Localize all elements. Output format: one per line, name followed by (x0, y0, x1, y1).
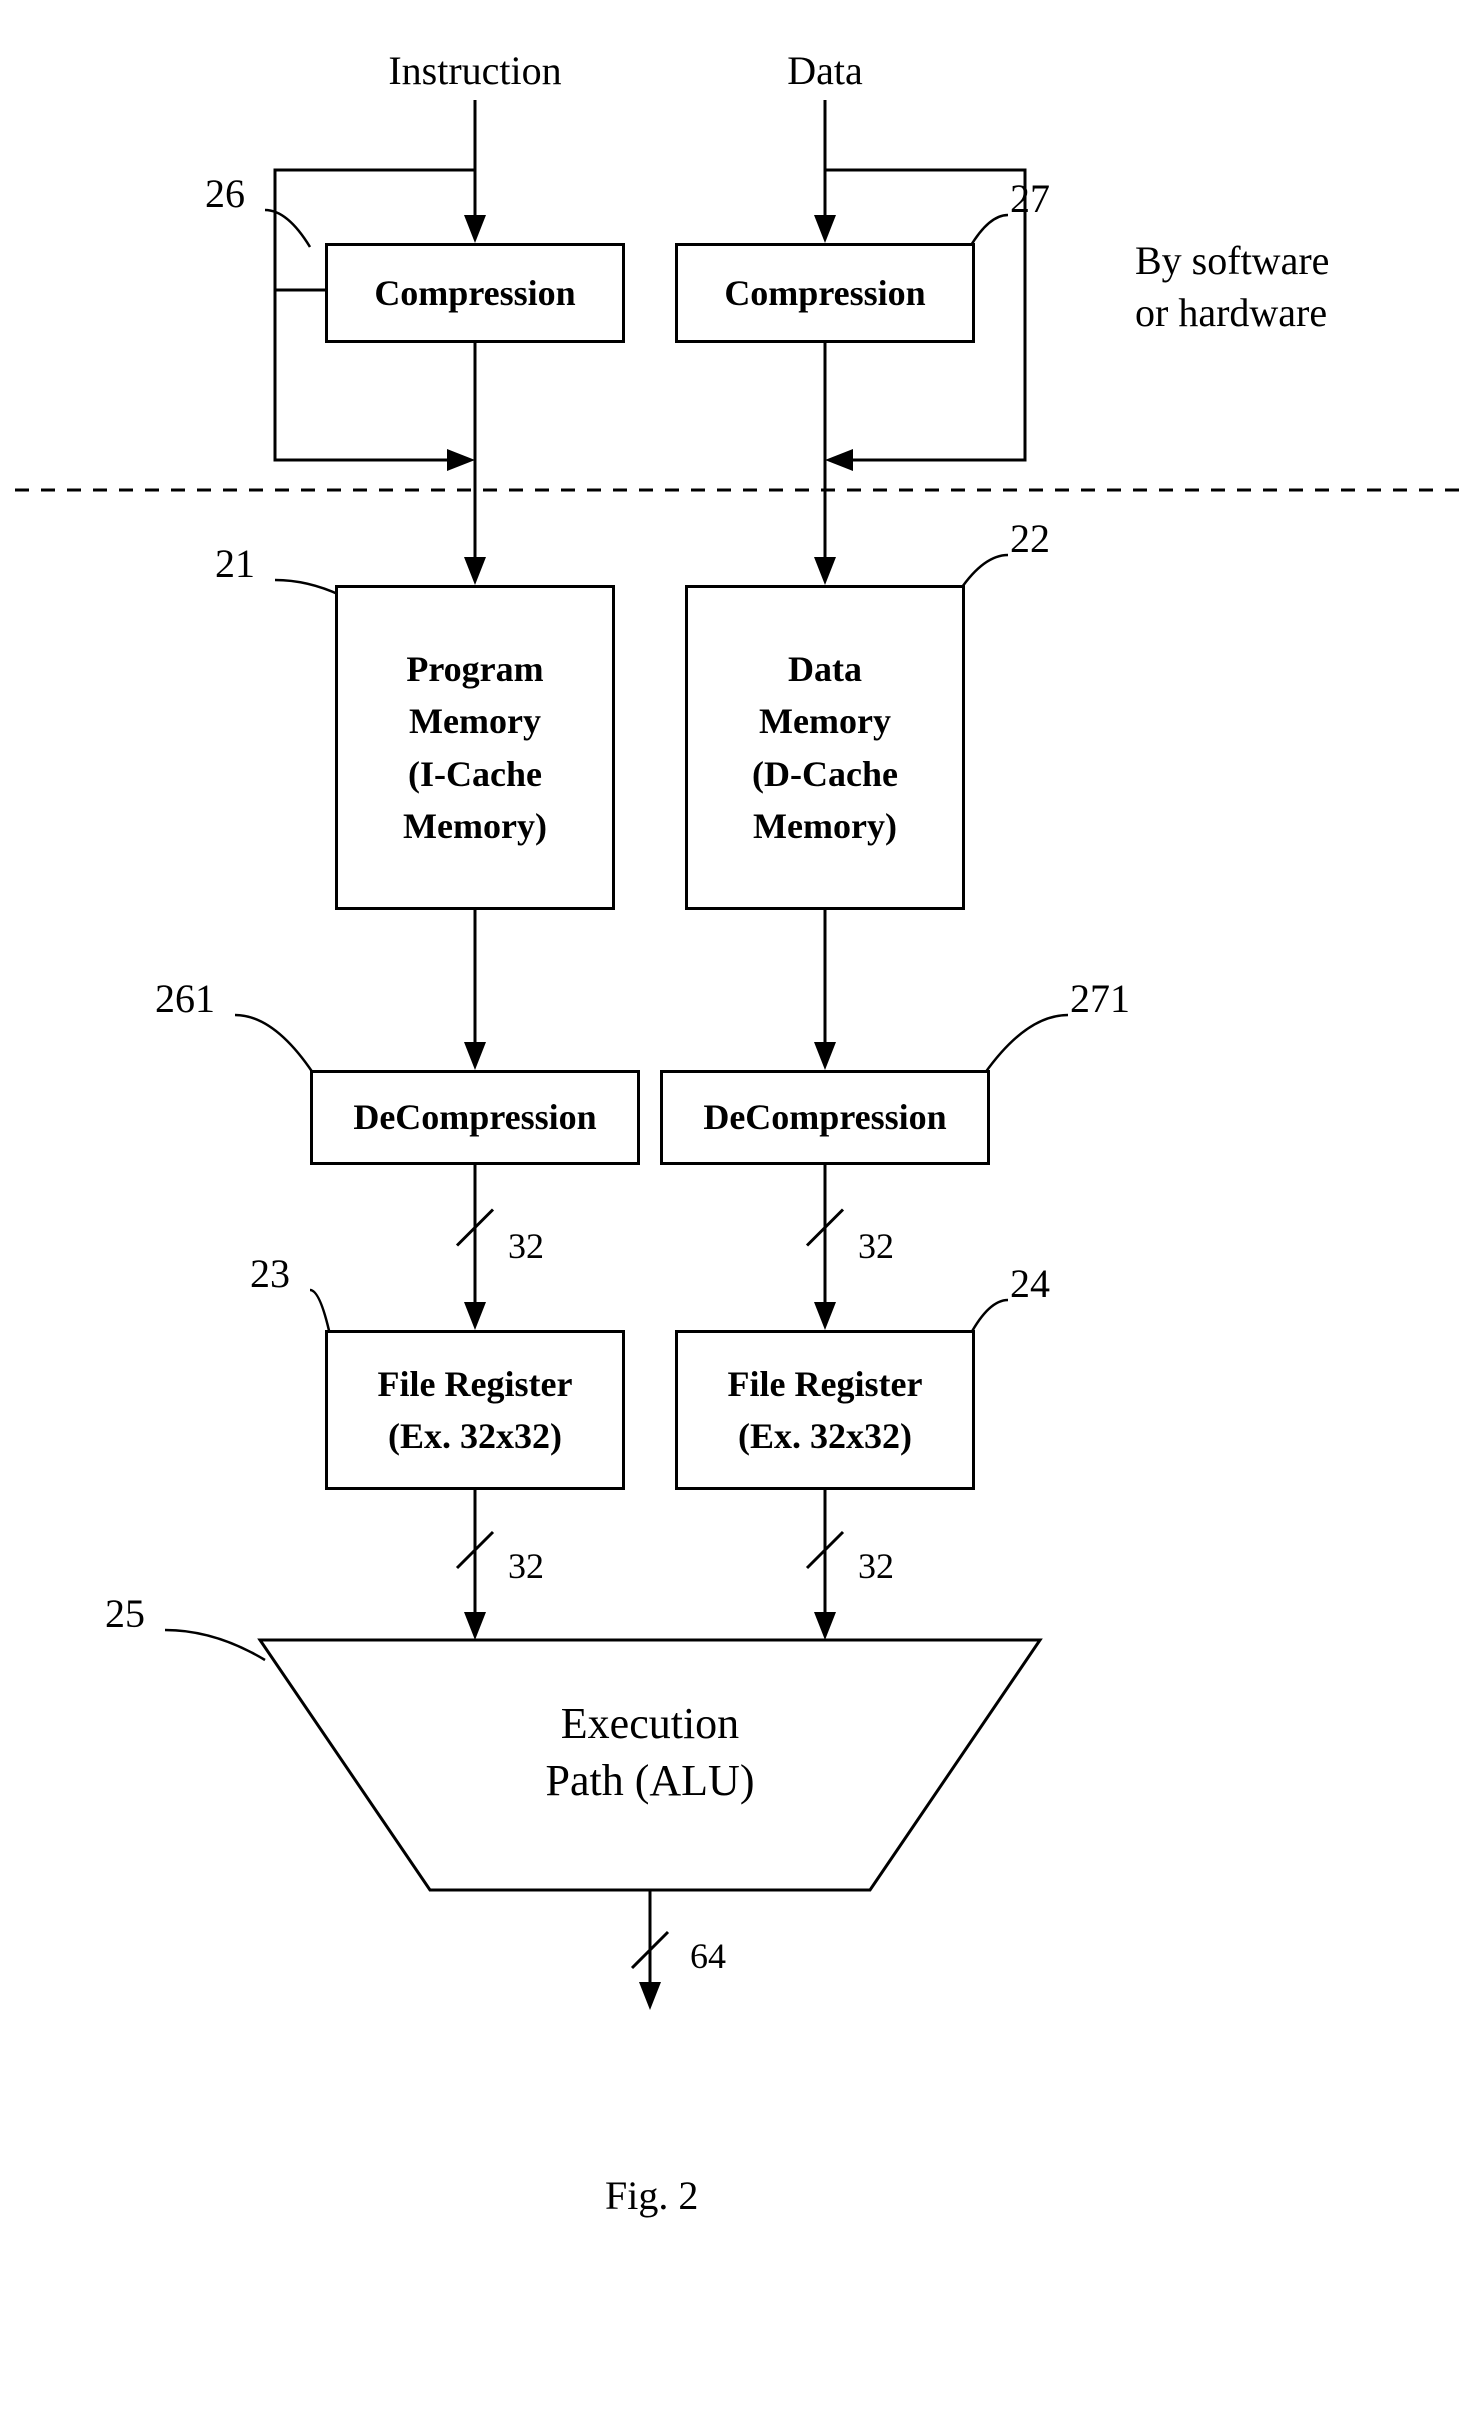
bus-width-decomp-to-freg-d: 32 (858, 1225, 894, 1267)
program-memory-box-label: ProgramMemory(I-CacheMemory) (403, 643, 547, 852)
ref-26: 26 (205, 170, 245, 217)
ref-25: 25 (105, 1590, 145, 1637)
data-memory-box-label: DataMemory(D-CacheMemory) (752, 643, 898, 852)
ref-27: 27 (1010, 175, 1050, 222)
decompression-instruction-box-label: DeCompression (353, 1091, 596, 1143)
compression-data-box: Compression (675, 243, 975, 343)
instruction-input-label: Instruction (355, 45, 595, 97)
ref-23: 23 (250, 1250, 290, 1297)
bus-width-freg-to-alu-i: 32 (508, 1545, 544, 1587)
file-register-data-box-label: File Register(Ex. 32x32) (728, 1358, 923, 1462)
ref-21: 21 (215, 540, 255, 587)
decompression-instruction-box: DeCompression (310, 1070, 640, 1165)
compression-instruction-box-label: Compression (374, 267, 575, 319)
compression-instruction-box: Compression (325, 243, 625, 343)
software-hardware-note: By softwareor hardware (1135, 235, 1455, 339)
file-register-data-box: File Register(Ex. 32x32) (675, 1330, 975, 1490)
data-memory-box: DataMemory(D-CacheMemory) (685, 585, 965, 910)
data-input-label: Data (745, 45, 905, 97)
bus-width-alu-out: 64 (690, 1935, 726, 1977)
program-memory-box: ProgramMemory(I-CacheMemory) (335, 585, 615, 910)
bus-width-freg-to-alu-d: 32 (858, 1545, 894, 1587)
figure-caption: Fig. 2 (605, 2170, 698, 2222)
bus-width-decomp-to-freg-i: 32 (508, 1225, 544, 1267)
file-register-instruction-box-label: File Register(Ex. 32x32) (378, 1358, 573, 1462)
decompression-data-box: DeCompression (660, 1070, 990, 1165)
ref-261: 261 (155, 975, 215, 1022)
file-register-instruction-box: File Register(Ex. 32x32) (325, 1330, 625, 1490)
compression-data-box-label: Compression (724, 267, 925, 319)
decompression-data-box-label: DeCompression (703, 1091, 946, 1143)
ref-271: 271 (1070, 975, 1130, 1022)
ref-24: 24 (1010, 1260, 1050, 1307)
ref-22: 22 (1010, 515, 1050, 562)
alu-label: ExecutionPath (ALU) (410, 1695, 890, 1809)
